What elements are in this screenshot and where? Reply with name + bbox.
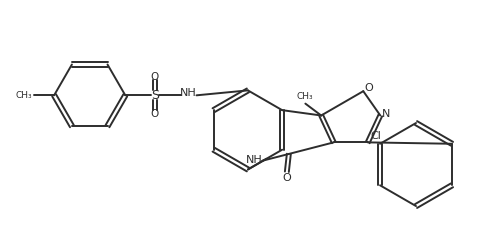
Text: NH: NH bbox=[180, 88, 197, 98]
Text: O: O bbox=[151, 71, 159, 82]
Text: N: N bbox=[382, 110, 390, 120]
Text: O: O bbox=[283, 173, 291, 183]
Text: S: S bbox=[151, 89, 159, 102]
Text: NH: NH bbox=[246, 155, 263, 165]
Text: CH₃: CH₃ bbox=[16, 91, 32, 100]
Text: O: O bbox=[151, 109, 159, 119]
Text: CH₃: CH₃ bbox=[296, 92, 312, 101]
Text: O: O bbox=[365, 83, 373, 93]
Text: Cl: Cl bbox=[371, 131, 382, 141]
